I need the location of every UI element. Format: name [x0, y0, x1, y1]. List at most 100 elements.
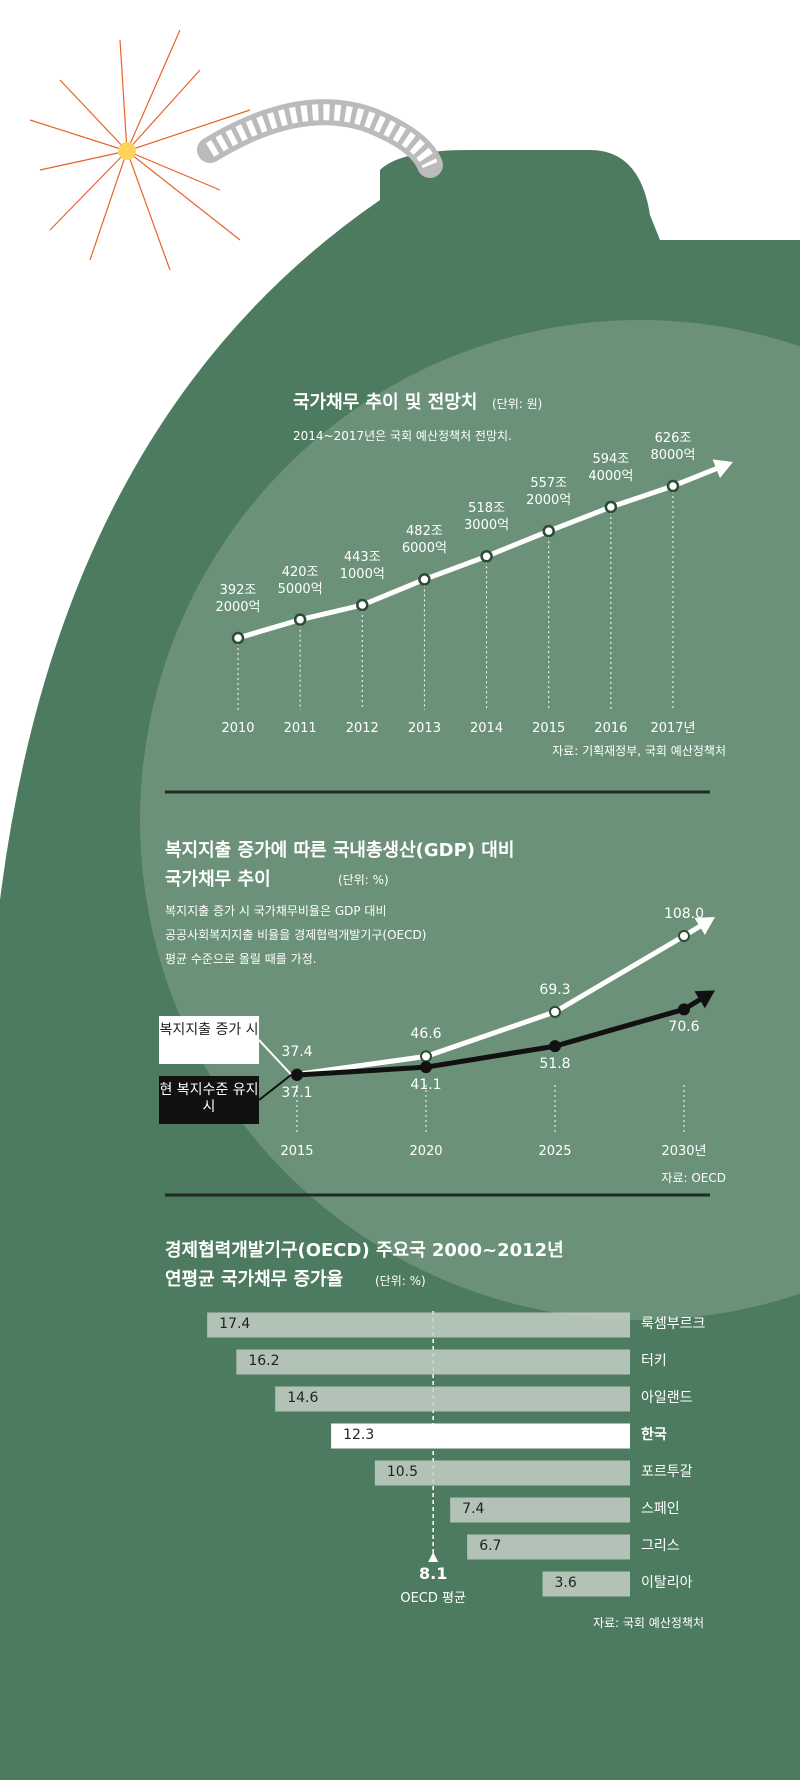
value-label: 41.1	[410, 1077, 442, 1094]
fuse-rope	[205, 104, 438, 169]
x-tick-label: 2016	[594, 721, 628, 736]
note: 2014~2017년은 국회 예산정책처 전망치.	[293, 429, 512, 443]
x-tick-label: 2011	[283, 721, 317, 736]
chart-title: 복지지출 증가에 따른 국내총생산(GDP) 대비	[165, 840, 515, 861]
reference-label: OECD 평균	[400, 1591, 466, 1606]
value-label: 3.6	[554, 1575, 577, 1591]
legend-leader	[258, 1074, 292, 1101]
x-tick-label: 2030년	[661, 1144, 707, 1159]
value-label: 626조 8000억	[650, 431, 696, 463]
legend-leader	[258, 1039, 292, 1076]
source: 자료: OECD	[661, 1171, 726, 1185]
note: 복지지출 증가 시 국가채무비율은 GDP 대비	[165, 904, 387, 918]
bomb-highlight	[140, 320, 800, 1320]
line	[296, 1006, 685, 1078]
bar	[542, 1571, 630, 1597]
point	[604, 500, 618, 514]
source: 자료: 국회 예산정책처	[592, 1616, 704, 1630]
value-label: 69.3	[539, 981, 571, 998]
value-label: 10.5	[386, 1464, 419, 1480]
category-label: 스페인	[641, 1501, 680, 1517]
category-label: 룩셈부르크	[641, 1316, 706, 1332]
chart-title: 연평균 국가채무 증가율	[165, 1269, 344, 1290]
arrow-head	[694, 917, 715, 935]
point	[293, 613, 307, 626]
point	[356, 598, 369, 612]
category-label: 그리스	[641, 1538, 680, 1554]
category-label: 한국	[641, 1427, 667, 1443]
value-label: 108.0	[663, 906, 705, 922]
point	[666, 479, 680, 493]
note: 공공사회복지지출 비율을 경제협력개발기구(OECD)	[165, 928, 427, 942]
x-tick-label: 2013	[407, 721, 441, 736]
point	[420, 1050, 432, 1063]
value-label: 443조 1000억	[339, 550, 385, 583]
x-tick-label: 2017년	[650, 721, 696, 736]
bar	[374, 1460, 630, 1486]
value-label: 6.7	[479, 1538, 502, 1554]
note: 평균 수준으로 올릴 때를 가정.	[165, 952, 317, 966]
value-label: 420조 5000억	[277, 564, 323, 597]
arrow-shaft	[672, 463, 725, 489]
value-label: 37.4	[281, 1044, 313, 1061]
unit-label: (단위: %)	[375, 1274, 426, 1288]
spark	[29, 29, 251, 271]
point	[549, 1040, 561, 1053]
unit-label: (단위: %)	[338, 873, 389, 887]
value-label: 46.6	[410, 1026, 442, 1043]
x-tick-label: 2015	[532, 721, 566, 736]
x-tick-label: 2015	[280, 1144, 314, 1159]
arrow-head	[712, 459, 733, 478]
unit-label: (단위: 원)	[492, 397, 543, 411]
chart-title: 국가채무 추이 및 전망치	[293, 392, 478, 413]
point	[678, 1003, 690, 1016]
value-label: 518조 3000억	[464, 501, 510, 534]
bomb-illustration	[0, 29, 800, 1780]
value-label: 16.2	[248, 1353, 280, 1369]
x-tick-label: 2020	[409, 1144, 443, 1159]
bar	[331, 1423, 630, 1449]
spark-core	[118, 142, 136, 160]
value-label: 7.4	[462, 1501, 485, 1517]
value-label: 70.6	[668, 1019, 700, 1036]
value-label: 14.6	[287, 1390, 319, 1406]
category-label: 아일랜드	[641, 1390, 693, 1406]
value-label: 594조 4000억	[588, 451, 634, 484]
bar	[275, 1386, 630, 1412]
point	[678, 930, 690, 942]
value-label: 557조 2000억	[526, 476, 572, 509]
x-tick-label: 2014	[470, 721, 504, 736]
x-tick-label: 2025	[538, 1144, 572, 1159]
chart-title: 국가채무 추이	[165, 869, 271, 890]
line	[237, 483, 674, 641]
legend-entry: 복지지출 증가 시	[159, 1016, 259, 1064]
category-label: 이탈리아	[641, 1575, 693, 1591]
point	[542, 524, 555, 538]
value-label: 12.3	[343, 1427, 375, 1443]
line	[296, 933, 686, 1077]
category-label: 터키	[641, 1353, 667, 1369]
bar	[450, 1497, 630, 1523]
bar	[467, 1534, 630, 1560]
value-label: 37.1	[281, 1085, 313, 1101]
value-label: 392조 2000억	[215, 583, 261, 615]
chart-title: 경제협력개발기구(OECD) 주요국 2000~2012년	[165, 1240, 564, 1261]
x-tick-label: 2012	[345, 721, 379, 736]
point	[549, 1005, 561, 1018]
point	[291, 1069, 303, 1081]
bar	[236, 1349, 630, 1375]
arrow-head	[694, 990, 715, 1009]
value-label: 482조 6000억	[401, 524, 447, 557]
legend-entry: 현 복지수준 유지 시	[159, 1076, 259, 1124]
bar	[207, 1312, 630, 1338]
point	[420, 1061, 432, 1074]
point	[418, 573, 431, 586]
point	[231, 631, 245, 645]
category-label: 포르투갈	[641, 1464, 693, 1480]
reference-value: 8.1	[418, 1564, 448, 1583]
source: 자료: 기획재정부, 국회 예산정책처	[552, 744, 726, 758]
point	[480, 550, 493, 563]
value-label: 17.4	[219, 1316, 251, 1332]
